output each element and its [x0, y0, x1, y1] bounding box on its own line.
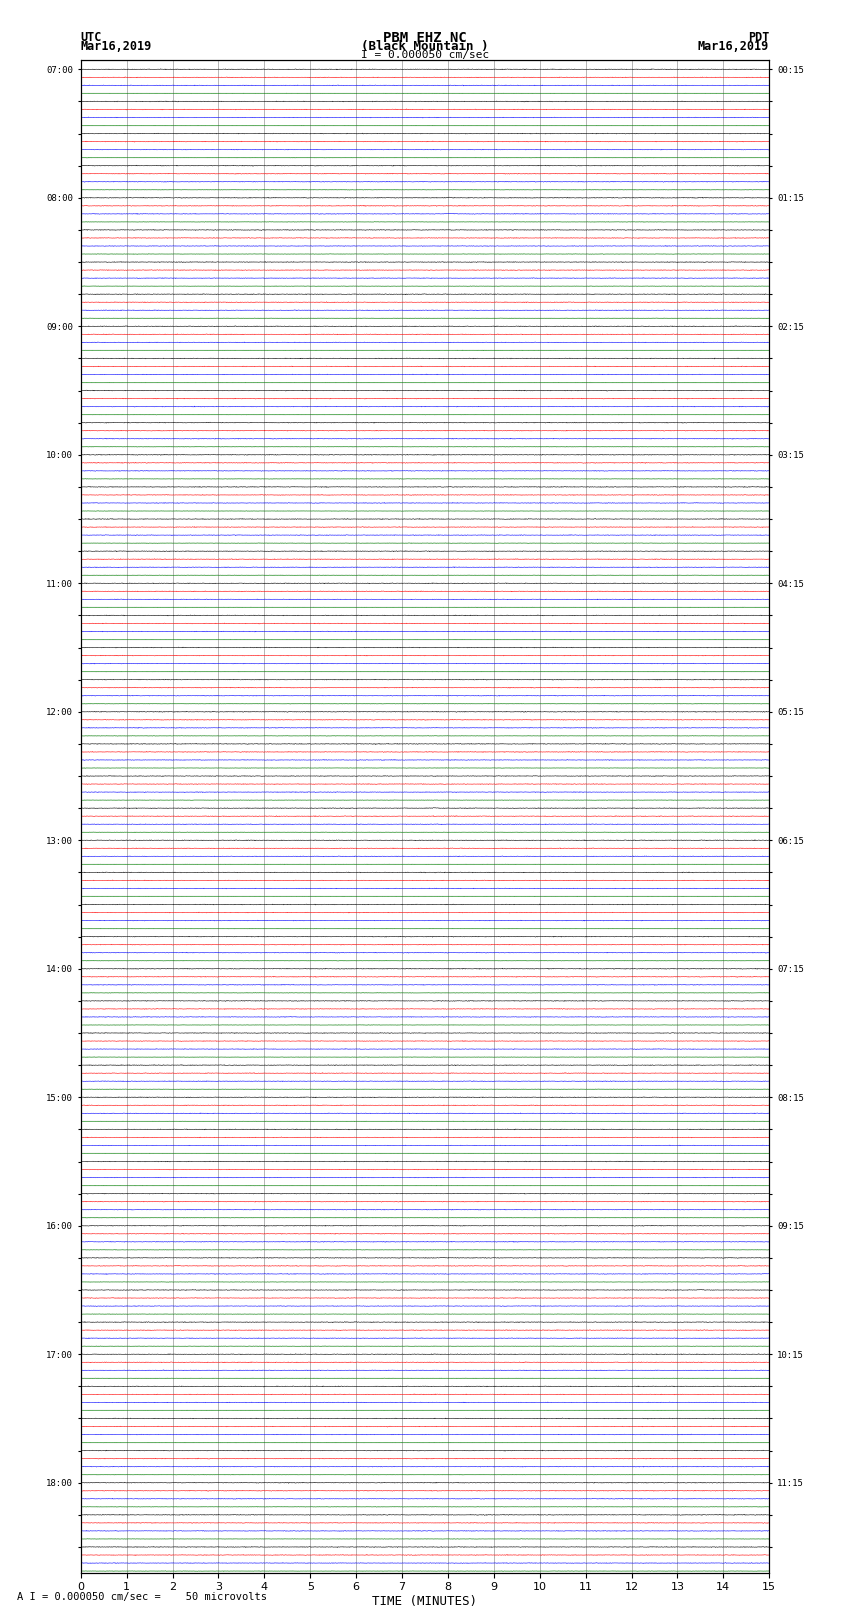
Text: PDT: PDT: [748, 31, 769, 44]
Text: (Black Mountain ): (Black Mountain ): [361, 40, 489, 53]
Text: I = 0.000050 cm/sec: I = 0.000050 cm/sec: [361, 50, 489, 60]
Text: Mar16,2019: Mar16,2019: [698, 40, 769, 53]
Text: UTC: UTC: [81, 31, 102, 44]
Text: Mar16,2019: Mar16,2019: [81, 40, 152, 53]
X-axis label: TIME (MINUTES): TIME (MINUTES): [372, 1595, 478, 1608]
Text: PBM EHZ NC: PBM EHZ NC: [383, 31, 467, 45]
Text: A I = 0.000050 cm/sec =    50 microvolts: A I = 0.000050 cm/sec = 50 microvolts: [17, 1592, 267, 1602]
